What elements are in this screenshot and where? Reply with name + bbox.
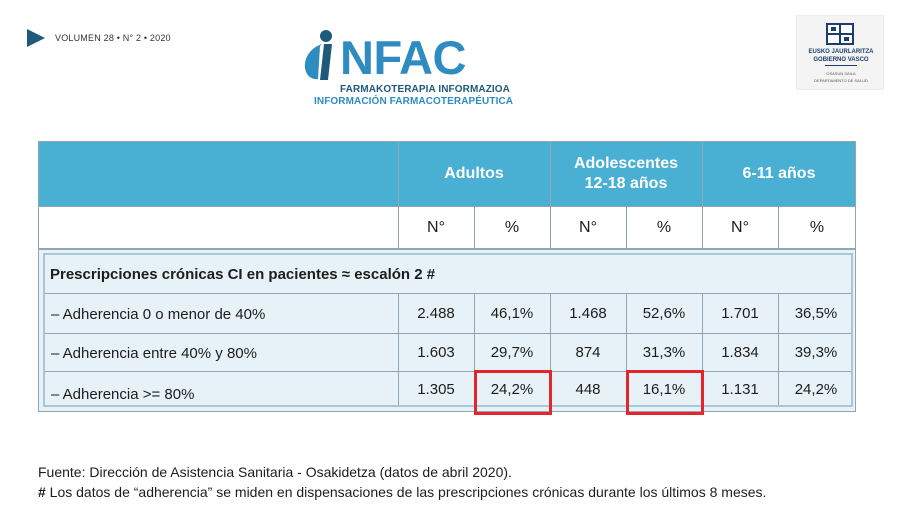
subheader-n-adolescentes: N° [579,219,597,236]
cell-value: 1.305 [417,380,455,398]
subheader-pct-6-11: % [809,219,825,236]
infac-logo: NFAC FARMAKOTERAPIA INFORMAZIOA INFORMAC… [300,22,514,107]
basque-government-logo: EUSKO JAURLARITZA GOBIERNO VASCO OSASUN … [796,15,884,90]
cell-value: 1.131 [721,380,759,398]
subheader-pct-adultos: % [504,219,520,236]
cell-value: 1.834 [721,343,759,361]
play-arrow-icon [27,29,45,47]
row-label-adherencia-baja: – Adherencia 0 o menor de 40% [51,306,266,323]
gov-line-es: GOBIERNO VASCO [813,57,869,63]
highlight-adolescentes-adherencia-alta [626,370,704,415]
cell-value: 1.701 [721,304,759,322]
table-body [38,249,856,412]
cell-value: 1.603 [417,343,455,361]
logo-wordmark: NFAC [340,31,466,84]
cell-value: 2.488 [417,304,455,322]
group-header-adolescentes: Adolescentes 12-18 años [573,155,679,192]
cell-value: 29,7% [490,343,534,361]
cell-value: 39,3% [794,343,838,361]
footnote-hash: # [38,484,46,500]
table-group-header [38,141,856,207]
source-note: Fuente: Dirección de Asistencia Sanitari… [38,464,512,480]
gov-dept-es: DEPARTAMENTO DE SALUD [814,78,868,83]
adherence-table: Adultos Adolescentes 12-18 años 6-11 año… [38,141,856,415]
gov-divider [825,65,857,66]
group-header-adultos: Adultos [444,165,504,182]
cell-value: 31,3% [642,343,686,361]
table-inner-frame [43,253,853,407]
volume-info: VOLUMEN 28 • N° 2 • 2020 [55,33,171,43]
cell-value: 16,1% [642,380,686,398]
cell-value: 46,1% [490,304,534,322]
subheader-pct-adolescentes: % [656,219,672,236]
cell-value: 874 [575,343,601,361]
highlight-adultos-adherencia-alta [474,370,552,415]
section-title: Prescripciones crónicas CI en pacientes … [50,266,436,283]
logo-subtitle-es: INFORMACIÓN FARMACOTERAPÉUTICA [314,96,514,107]
row-label-adherencia-alta: – Adherencia >= 80% [51,386,195,403]
gov-dept-eu: OSASUN SAILA [826,71,856,76]
footnote: # Los datos de “adherencia” se miden en … [38,484,766,500]
cell-value: 448 [575,380,601,398]
infac-i-logo-icon [304,30,332,80]
cell-value: 1.468 [569,304,607,322]
logo-subtitle-eu: FARMAKOTERAPIA INFORMAZIOA [340,84,510,95]
gov-line-eu: EUSKO JAURLARITZA [808,49,874,55]
subheader-n-6-11: N° [731,219,749,236]
basque-shield-icon [826,23,854,45]
group-header-6-11: 6-11 años [742,165,816,182]
subheader-n-adultos: N° [427,219,445,236]
row-label-adherencia-media: – Adherencia entre 40% y 80% [51,345,257,362]
cell-value: 24,2% [794,380,838,398]
cell-value: 24,2% [490,380,534,398]
footnote-text: Los datos de “adherencia” se miden en di… [45,484,767,500]
cell-value: 36,5% [794,304,838,322]
cell-value: 52,6% [642,304,686,322]
table-subheader [38,207,856,249]
